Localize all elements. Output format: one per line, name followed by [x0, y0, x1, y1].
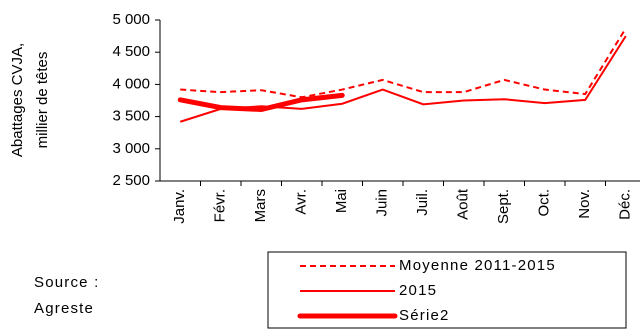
y-tick-label: 4 000 — [112, 75, 150, 92]
y-tick-label: 4 500 — [112, 43, 150, 60]
source-text: Agreste — [34, 300, 94, 317]
x-tick-label: Janv. — [171, 189, 188, 224]
x-tick-label: Nov. — [576, 189, 593, 219]
x-tick-label: Sept. — [495, 189, 512, 224]
y-tick-label: 3 000 — [112, 140, 150, 157]
source-text: Source : — [34, 274, 99, 291]
x-tick-label: Déc. — [617, 189, 634, 220]
x-tick-label: Oct. — [536, 189, 553, 217]
x-tick-label: Juin — [374, 189, 391, 217]
y-axis-label: Abattages CVJA, — [9, 43, 26, 157]
legend-box — [267, 251, 627, 329]
x-tick-label: Mai — [333, 189, 350, 213]
series-line — [177, 92, 345, 113]
x-tick-label: Avr. — [293, 189, 310, 215]
x-tick-label: Mars — [252, 189, 269, 222]
y-tick-label: 3 500 — [112, 108, 150, 125]
x-tick-label: Juil. — [414, 189, 431, 216]
legend-label: Série2 — [399, 307, 450, 324]
series-line — [180, 27, 627, 99]
x-tick-label: Août — [455, 188, 472, 220]
legend-label: Moyenne 2011-2015 — [399, 257, 556, 274]
y-axis-label: millier de têtes — [34, 52, 51, 149]
y-tick-label: 2 500 — [112, 172, 150, 189]
y-tick-label: 5 000 — [112, 11, 150, 28]
legend-label: 2015 — [399, 282, 437, 299]
x-tick-label: Févr. — [212, 189, 229, 222]
